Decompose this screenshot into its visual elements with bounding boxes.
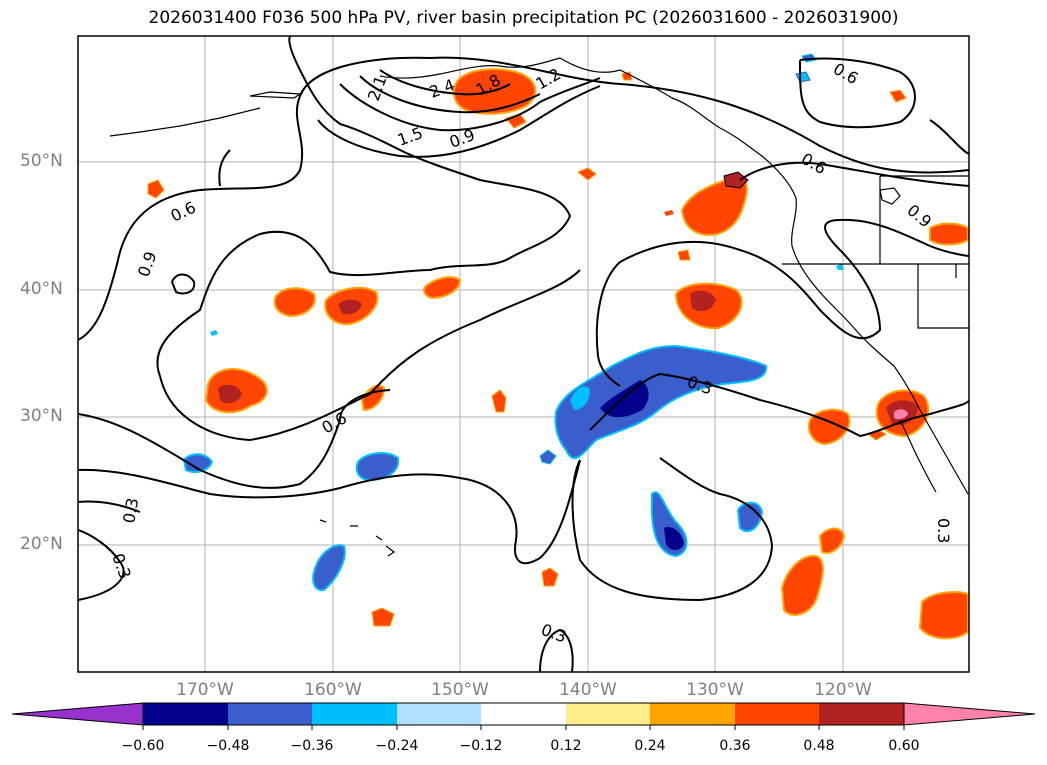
lon-label: 140°W (559, 680, 617, 700)
colorbar-swatch (566, 703, 650, 725)
colorbar-extend-left (11, 702, 144, 726)
precip-shading (147, 53, 969, 640)
colorbar-tick-label: −0.36 (290, 738, 334, 754)
colorbar-swatch (143, 703, 228, 725)
colorbar-swatch (228, 703, 312, 725)
map-title: 2026031400 F036 500 hPa PV, river basin … (148, 8, 899, 28)
colorbar (11, 702, 1036, 730)
colorbar-tick-label: −0.60 (121, 738, 165, 754)
colorbar-tick-label: 0.12 (550, 738, 582, 754)
map-area (78, 36, 969, 672)
lon-label: 120°W (814, 680, 872, 700)
colorbar-extend-right (903, 702, 1036, 726)
lat-label: 30°N (20, 406, 63, 426)
colorbar-swatch (312, 703, 397, 725)
lon-label: 170°W (176, 680, 234, 700)
colorbar-tick-label: 0.24 (634, 738, 666, 754)
contour-label: 0.3 (934, 518, 953, 543)
colorbar-tick-label: −0.24 (375, 738, 419, 754)
colorbar-swatch (397, 703, 481, 725)
map-frame (77, 35, 970, 673)
pv-contours (78, 36, 969, 672)
colorbar-swatch (819, 703, 904, 725)
lon-label: 130°W (686, 680, 744, 700)
contour-label: 0.3 (119, 496, 142, 524)
colorbar-tick-label: −0.12 (459, 738, 503, 754)
lat-label: 20°N (20, 534, 63, 554)
lat-label: 50°N (20, 151, 63, 171)
lat-label: 40°N (20, 279, 63, 299)
colorbar-tick-label: 0.48 (803, 738, 835, 754)
colorbar-tick-label: 0.60 (888, 738, 920, 754)
colorbar-swatch (650, 703, 735, 725)
colorbar-swatch (481, 703, 566, 725)
lon-label: 150°W (431, 680, 489, 700)
lon-label: 160°W (304, 680, 362, 700)
colorbar-tick-label: 0.36 (719, 738, 751, 754)
colorbar-swatch (735, 703, 819, 725)
colorbar-tick-label: −0.48 (206, 738, 250, 754)
